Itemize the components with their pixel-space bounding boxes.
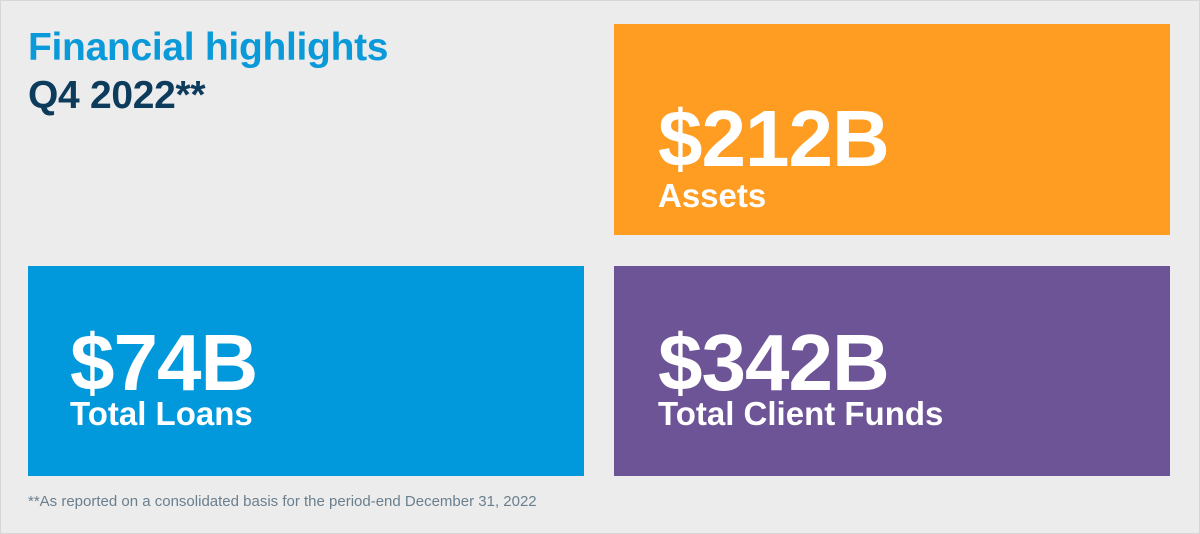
stat-label-total-client-funds: Total Client Funds [658,395,944,432]
stat-label-total-loans: Total Loans [70,395,253,432]
stat-value-total-loans: $74B [70,318,258,407]
stat-tile-total-loans: $74B Total Loans [28,266,584,476]
footnote: **As reported on a consolidated basis fo… [28,493,537,510]
stat-label-assets: Assets [658,177,767,214]
title-line-primary: Financial highlights [28,26,389,69]
stat-value-total-client-funds: $342B [658,318,890,407]
stat-value-assets: $212B [658,94,890,183]
page-title: Financial highlights Q4 2022** [28,24,388,120]
stat-tile-total-client-funds: $342B Total Client Funds [614,266,1170,476]
title-line-period: Q4 2022** [28,74,206,117]
stat-tile-assets: $212B Assets [614,24,1170,235]
